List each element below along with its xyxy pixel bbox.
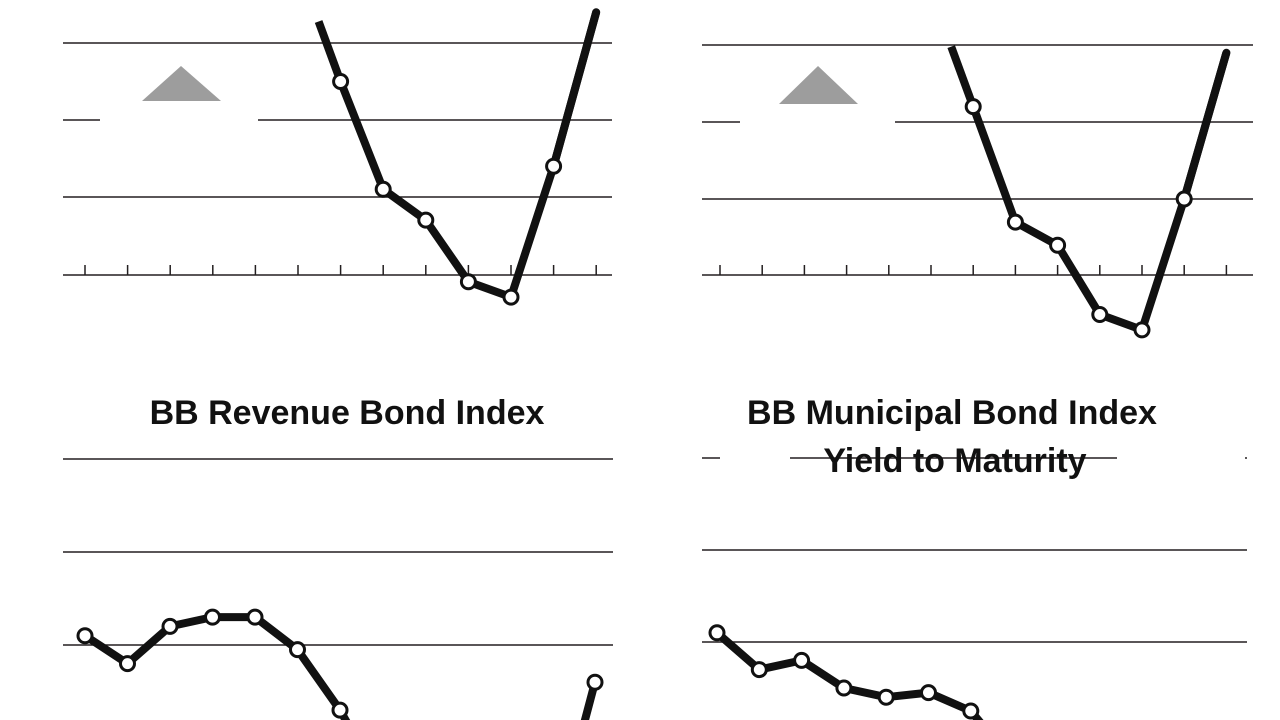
series-line-segment — [947, 45, 977, 108]
up-arrow-icon — [142, 66, 221, 101]
chart-subtitle-yield-to-maturity: Yield to Maturity — [823, 442, 1086, 480]
up-arrow-icon — [779, 66, 858, 104]
series-line-segment — [293, 645, 344, 715]
data-point-marker — [750, 661, 768, 679]
chart-title-revenue-bond-index: BB Revenue Bond Index — [150, 394, 545, 432]
data-point-marker — [1133, 321, 1151, 339]
series-line-segment — [507, 162, 558, 302]
series-line-segment — [379, 185, 430, 225]
series-line-segment — [336, 77, 388, 194]
data-point-marker — [204, 608, 221, 626]
chart-panel-bottom-right — [702, 457, 1247, 720]
data-point-marker — [708, 624, 726, 642]
data-point-marker — [331, 701, 349, 719]
series-line-segment — [251, 613, 302, 654]
chart-panel-bottom-left — [63, 458, 613, 720]
data-point-marker — [161, 617, 179, 635]
data-point-marker — [417, 211, 435, 229]
data-point-marker — [920, 684, 937, 702]
data-point-marker — [1006, 213, 1024, 231]
series-line-segment — [1053, 241, 1104, 319]
data-point-marker — [374, 180, 392, 198]
data-point-marker — [459, 273, 477, 291]
series-line-segment — [421, 216, 473, 286]
series-line-segment — [580, 681, 599, 720]
series-line-segment — [314, 20, 345, 83]
data-point-marker — [119, 655, 136, 673]
data-point-marker — [1175, 190, 1193, 208]
series-line-segment — [969, 102, 1020, 227]
data-point-marker — [76, 627, 94, 645]
series-line-segment — [549, 11, 601, 168]
data-point-marker — [586, 673, 604, 691]
series-line-segment — [713, 628, 764, 674]
data-point-marker — [545, 157, 563, 175]
data-point-marker — [793, 651, 811, 669]
data-point-marker — [502, 288, 520, 306]
chart-title-municipal-bond-index: BB Municipal Bond Index — [747, 394, 1157, 432]
data-point-marker — [332, 73, 350, 90]
data-point-marker — [964, 98, 982, 116]
series-line-segment — [1138, 195, 1189, 334]
data-point-marker — [835, 679, 853, 697]
data-point-marker — [289, 641, 306, 659]
chart-panel-top-right — [702, 44, 1253, 339]
data-point-marker — [877, 688, 895, 706]
data-point-marker — [1091, 306, 1109, 323]
data-point-marker — [246, 608, 264, 626]
chart-panel-top-left — [63, 8, 612, 306]
data-point-marker — [962, 702, 980, 720]
series-line-segment — [1180, 51, 1231, 201]
data-point-marker — [1049, 236, 1067, 254]
series-line-segment — [123, 622, 174, 668]
